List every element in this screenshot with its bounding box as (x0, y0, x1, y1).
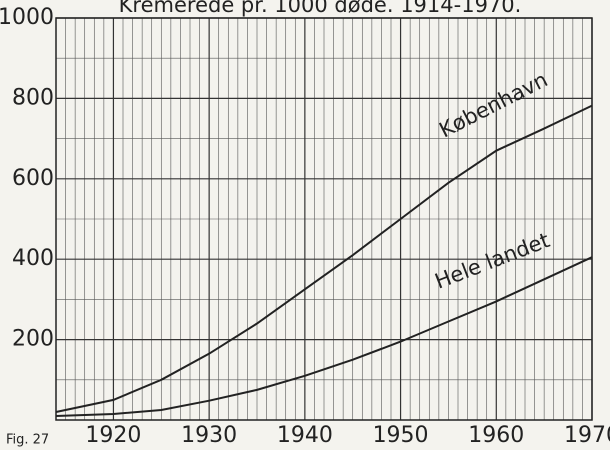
x-tick-label: 1930 (181, 423, 237, 448)
plot-frame (55, 17, 593, 421)
series-label: København (435, 67, 551, 142)
y-tick-label: 400 (12, 246, 54, 271)
y-tick-label: 1000 (0, 5, 54, 30)
x-tick-label: 1920 (85, 423, 141, 448)
chart-title: Kremerede pr. 1000 døde. 1914-1970. (119, 0, 522, 17)
x-tick-label: 1950 (373, 423, 429, 448)
y-tick-label: 600 (12, 166, 54, 191)
x-tick-label: 1970 (564, 423, 610, 448)
x-tick-label: 1940 (277, 423, 333, 448)
y-tick-label: 200 (12, 327, 54, 352)
data-line (55, 104, 593, 413)
x-tick-label: 1960 (468, 423, 524, 448)
data-line (55, 256, 593, 417)
y-tick-label: 800 (12, 85, 54, 110)
caption: Fig. 27 (6, 433, 49, 448)
